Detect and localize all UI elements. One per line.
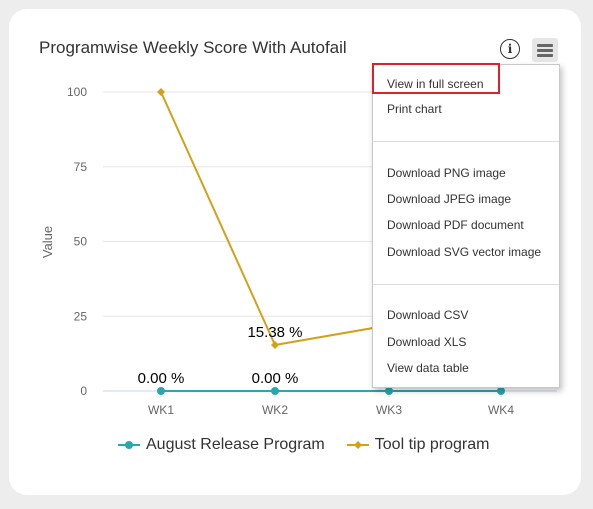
- data-point: [497, 387, 505, 395]
- y-tick-label: 25: [74, 309, 88, 323]
- menu-item-view-data-table[interactable]: View data table: [387, 361, 469, 375]
- data-label: 0.00 %: [138, 370, 185, 387]
- y-tick-label: 75: [74, 160, 88, 174]
- x-tick-label: WK1: [148, 403, 174, 417]
- menu-item-download-pdf[interactable]: Download PDF document: [387, 218, 524, 232]
- data-point: [271, 387, 279, 395]
- legend-label: Tool tip program: [374, 436, 490, 453]
- x-tick-label: WK3: [376, 403, 402, 417]
- data-point: [385, 387, 393, 395]
- x-tick-label: WK4: [488, 403, 514, 417]
- y-axis-title: Value: [40, 226, 55, 258]
- data-point: [157, 88, 165, 96]
- y-tick-label: 0: [80, 384, 87, 398]
- chart-title: Programwise Weekly Score With Autofail: [39, 38, 347, 57]
- hamburger-menu-icon[interactable]: [532, 38, 558, 62]
- menu-separator: [373, 284, 559, 285]
- y-tick-label: 100: [67, 85, 87, 99]
- legend-label: August Release Program: [146, 436, 325, 453]
- export-context-menu: View in full screen Print chart Download…: [372, 64, 560, 388]
- legend-marker-circle-icon: [118, 441, 140, 449]
- data-label: 15.38 %: [247, 324, 302, 341]
- series-line-1: [160, 91, 390, 347]
- highlight-box: [372, 63, 500, 94]
- menu-item-download-svg[interactable]: Download SVG vector image: [387, 245, 542, 259]
- legend-item-august-release[interactable]: August Release Program: [118, 436, 325, 454]
- menu-item-print-chart[interactable]: Print chart: [387, 102, 442, 116]
- menu-item-download-jpeg[interactable]: Download JPEG image: [387, 192, 512, 206]
- legend-item-tool-tip[interactable]: Tool tip program: [346, 436, 490, 454]
- menu-item-download-png[interactable]: Download PNG image: [387, 166, 506, 180]
- x-tick-label: WK2: [262, 403, 288, 417]
- menu-item-view-full-screen[interactable]: View in full screen: [387, 77, 484, 91]
- chart-legend: August Release Program Tool tip program: [118, 436, 489, 454]
- data-point: [271, 341, 279, 350]
- menu-item-download-csv[interactable]: Download CSV: [387, 308, 469, 322]
- legend-marker-diamond-icon: [346, 441, 369, 449]
- data-label: 0.00 %: [252, 370, 299, 387]
- menu-item-download-xls[interactable]: Download XLS: [387, 335, 467, 349]
- data-point: [157, 387, 165, 395]
- menu-separator: [373, 141, 559, 142]
- y-tick-label: 50: [74, 235, 88, 249]
- info-icon[interactable]: i: [500, 39, 520, 59]
